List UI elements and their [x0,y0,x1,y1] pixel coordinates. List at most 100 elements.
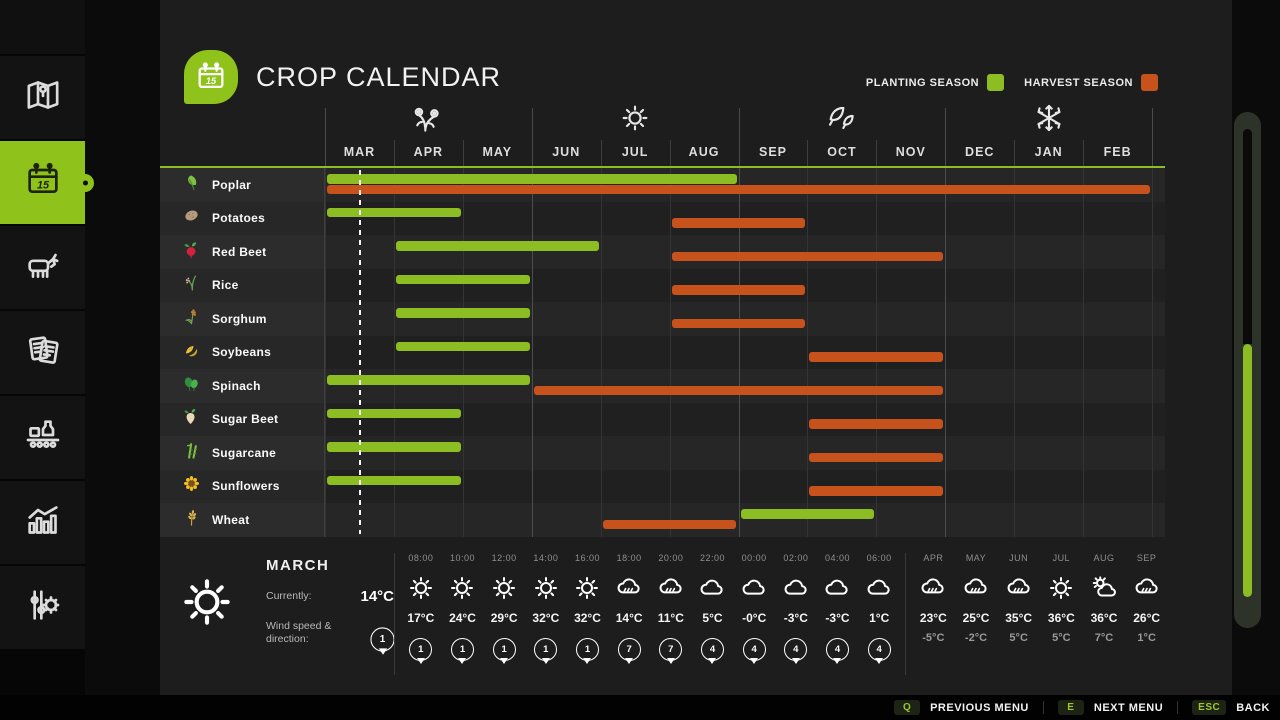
sidebar-animals-icon [23,245,63,290]
harvest-bar [327,184,1150,194]
month-jul: JUL [621,145,649,159]
wind-speed: 1 [501,644,507,655]
forecast-temp: 5°C [702,611,723,625]
grid-month-line [1083,168,1085,537]
forecast-low-temp: -5°C [922,632,945,644]
harvest-bar [671,285,806,295]
planting-bar [740,509,875,519]
sun-weather-icon [572,573,602,603]
wheat-icon [182,508,201,532]
forecast-month: SEP [1136,553,1157,563]
planting-bar [327,408,461,418]
forecast-time: 02:00 [783,553,809,563]
forecast-high-temp: 26°C [1133,611,1161,625]
sun-weather-icon [531,573,561,603]
footer-action-previous-menu[interactable]: Q PREVIOUS MENU [894,700,1029,715]
crop-name: Sorghum [212,311,267,326]
current-temperature: 14°C [360,588,394,605]
current-month-label: MARCH [266,557,330,574]
crop-lane [325,470,1165,504]
crop-name: Sugarcane [212,445,277,460]
grid-month-line [1014,168,1016,537]
weather-divider [394,553,395,675]
forecast-temp: 32°C [532,611,560,625]
crop-row-wheat: Wheat [160,503,1165,537]
forecast-time: 04:00 [824,553,850,563]
hourly-forecast-item: 16:00 32°C 1 [567,553,609,661]
sidebar-item-map[interactable] [0,56,85,139]
harvest-bar [809,452,944,462]
forecast-temp: -0°C [742,611,767,625]
main-panel: 15 CROP CALENDAR PLANTING SEASON HARVEST … [160,0,1232,695]
sidebar-map-icon [23,75,63,120]
hourly-forecast-item: 18:00 14°C 7 [608,553,650,661]
crop-name: Soybeans [212,345,272,360]
footer-action-back[interactable]: ESC BACK [1192,700,1270,715]
current-date-marker [359,170,362,534]
wind-speed: 7 [668,644,674,655]
scrollbar[interactable] [1234,112,1261,628]
planting-bar [327,174,737,184]
key-badge: ESC [1192,700,1227,715]
hourly-forecast-item: 14:00 32°C 1 [525,553,567,661]
crop-lane [325,235,1165,269]
crop-row-rice: Rice [160,268,1165,303]
hourly-forecast-item: 00:00 -0°C 4 [733,553,775,661]
crop-lane [325,369,1165,403]
forecast-month: APR [923,553,944,563]
wind-speed: 4 [709,644,716,655]
planting-bar [395,341,530,351]
forecast-month: JUL [1052,553,1071,563]
month-boundary-tick [531,108,533,166]
forecast-temp: 1°C [869,611,890,625]
sidebar-production-icon [23,415,63,460]
legend-label: HARVEST SEASON [1024,76,1133,89]
sidebar-item-production[interactable] [0,396,85,479]
footer-action-next-menu[interactable]: E NEXT MENU [1057,700,1163,715]
month-aug: AUG [688,145,720,159]
forecast-time: 10:00 [449,553,475,563]
crop-lane [325,269,1165,303]
crop-name: Potatoes [212,211,266,226]
scrollbar-track-upper[interactable] [1243,129,1252,345]
sidebar-statistics-icon [23,500,63,545]
cloud-weather-icon [822,573,852,603]
forecast-time: 20:00 [658,553,684,563]
forecast-time: 06:00 [866,553,892,563]
sidebar-item-calendar[interactable]: 15 [0,141,85,224]
crop-label: Potatoes [160,201,325,235]
hourly-forecast-item: 08:00 17°C 1 [400,553,442,661]
sunflowers-icon [182,474,201,498]
rain-weather-icon [614,573,644,603]
forecast-temp: 14°C [615,611,643,625]
scrollbar-thumb[interactable] [1243,344,1252,597]
planting-bar [327,207,461,217]
forecast-month: MAY [965,553,987,563]
month-boundary-tick [1152,108,1153,166]
sidebar-item-contracts[interactable] [0,311,85,394]
sidebar-item-animals[interactable] [0,226,85,309]
month-jun: JUN [552,145,581,159]
sidebar-item-settings[interactable] [0,566,85,649]
sidebar-settings-icon [23,585,63,630]
svg-text:15: 15 [36,179,49,191]
planting-bar [327,475,461,485]
header-rule [160,166,1165,168]
forecast-time: 16:00 [574,553,600,563]
forecast-month: AUG [1093,553,1115,563]
forecast-low-temp: 5°C [1052,632,1071,644]
sidebar-item-statistics[interactable] [0,481,85,564]
forecast-time: 08:00 [408,553,434,563]
footer-bar: Q PREVIOUS MENU E NEXT MENU ESC BACK [0,695,1280,720]
forecast-temp: -3°C [825,611,850,625]
crop-row-poplar: Poplar [160,168,1165,202]
month-boundary-tick [807,140,809,166]
scrollbar-track[interactable] [1243,129,1252,597]
crop-row-spinach: Spinach [160,369,1165,403]
rain-weather-icon [918,573,948,603]
page-title: CROP CALENDAR [256,62,502,92]
monthly-forecast-item: JUN 35°C 5°C [997,553,1040,644]
wind-direction-pin: 4 [867,638,891,661]
key-badge: E [1057,700,1084,715]
